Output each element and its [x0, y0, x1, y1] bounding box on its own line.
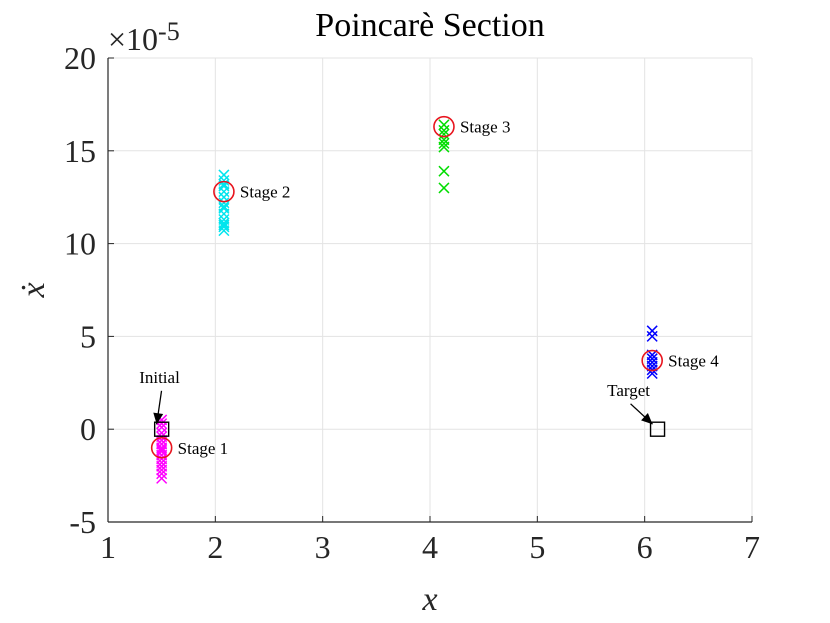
data-point — [438, 128, 450, 140]
stage-circle — [641, 349, 663, 372]
stage-label: Stage 2 — [240, 183, 291, 202]
marker-label: Initial — [139, 368, 180, 387]
axes — [107, 57, 753, 523]
data-point — [218, 178, 230, 190]
data-point — [156, 444, 168, 456]
data-point — [438, 141, 450, 153]
marker-arrowhead — [153, 412, 164, 425]
x-tick-label: 6 — [637, 529, 653, 565]
marker-square — [153, 421, 170, 437]
data-point — [156, 468, 168, 480]
data-point — [156, 421, 168, 433]
y-tick-label: 5 — [80, 318, 96, 354]
annotations: Initial Target — [139, 368, 666, 437]
data-point — [156, 464, 168, 476]
data-point — [646, 325, 658, 337]
x-tick-label: 5 — [529, 529, 545, 565]
y-tick-label: 0 — [80, 411, 96, 447]
data-point — [218, 200, 230, 213]
data-point — [438, 119, 450, 131]
stage-circle — [213, 180, 235, 203]
y-tick-label: 20 — [64, 40, 96, 76]
x-axis-label: x — [421, 581, 437, 618]
data-point — [218, 169, 230, 181]
y-tick-label: 15 — [64, 133, 96, 169]
stage-circle — [433, 115, 455, 138]
data-point — [156, 472, 168, 484]
y-tick-label: 10 — [64, 226, 96, 262]
data-point — [218, 221, 230, 233]
data-point — [218, 202, 230, 214]
marker-square — [649, 421, 666, 437]
x-tick-label: 7 — [744, 529, 760, 565]
marker-arrowhead — [641, 413, 653, 425]
data-point — [218, 225, 230, 237]
stage-circle — [150, 436, 173, 459]
stage-label: Stage 4 — [668, 352, 719, 371]
y-tick-label: -5 — [69, 504, 96, 540]
y-axis-label: ẋ — [15, 282, 52, 298]
marker-label: Target — [607, 381, 650, 400]
data-point — [218, 197, 230, 209]
data-point — [218, 174, 230, 187]
tick-labels: 1 2 3 4 5 6 7 -5 0 5 10 15 20 — [64, 40, 760, 565]
data-point — [218, 219, 230, 231]
stage-label: Stage 3 — [460, 118, 511, 137]
data-point — [438, 137, 450, 149]
data-point — [438, 124, 450, 136]
stage-markers: Stage 1 Stage 2 Stage 3 Stage 4 — [150, 115, 719, 459]
data-point — [646, 330, 658, 342]
data-point — [438, 165, 450, 177]
data-point — [438, 182, 450, 194]
chart-title: Poincarè Section — [315, 7, 544, 44]
x-tick-label: 3 — [315, 529, 331, 565]
x-tick-label: 2 — [207, 529, 223, 565]
stage-label: Stage 1 — [178, 439, 229, 458]
y-exponent-label: ×10-5 — [108, 17, 180, 57]
x-tick-label: 4 — [422, 529, 438, 565]
grid — [107, 57, 753, 523]
x-tick-label: 1 — [100, 529, 116, 565]
